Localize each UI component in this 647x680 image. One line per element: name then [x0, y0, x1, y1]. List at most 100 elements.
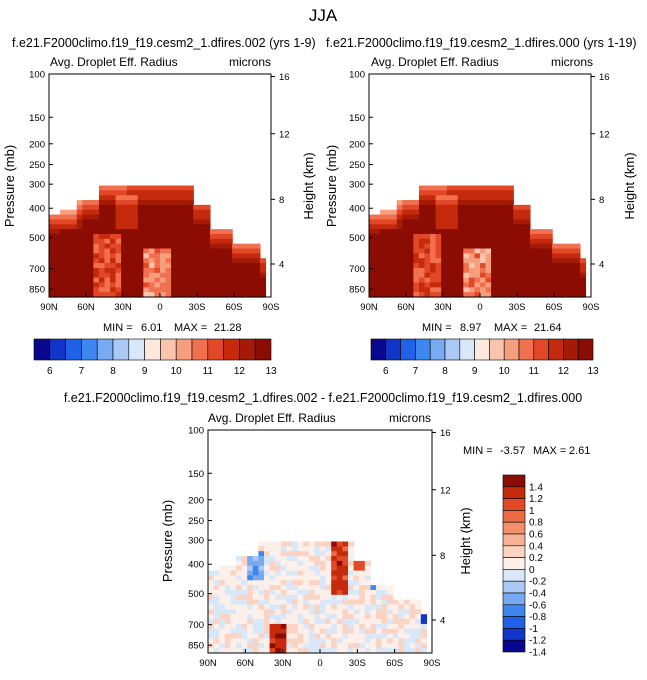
- contour-cell: [98, 229, 106, 235]
- contour-cell: [513, 229, 520, 235]
- contour-cell: [413, 258, 420, 264]
- contour-cell: [546, 282, 553, 288]
- contour-cell: [409, 604, 416, 610]
- contour-cell: [132, 224, 139, 230]
- contour-cell: [226, 248, 233, 254]
- contour-cell: [230, 643, 237, 649]
- contour-cell: [171, 214, 178, 221]
- left-y-axis-label: Pressure (mb): [2, 145, 17, 227]
- colorbar-label: 7: [413, 366, 419, 377]
- contour-cell: [247, 609, 254, 615]
- contour-cell: [541, 267, 548, 274]
- contour-cell: [369, 229, 376, 235]
- contour-cell: [213, 614, 220, 620]
- contour-cell: [104, 277, 111, 284]
- colorbar-swatch: [577, 338, 594, 361]
- contour-cell: [396, 263, 403, 269]
- contour-cell: [104, 204, 111, 211]
- contour-cell: [208, 599, 215, 606]
- contour-cell: [121, 287, 128, 293]
- contour-cell: [198, 292, 205, 298]
- contour-cell: [110, 185, 117, 191]
- contour-cell: [314, 589, 321, 596]
- contour-cell: [76, 277, 83, 284]
- contour-cell: [524, 253, 531, 259]
- contour-cell: [320, 556, 327, 562]
- contour-cell: [121, 277, 128, 284]
- contour-cell: [374, 277, 381, 284]
- contour-cell: [224, 570, 231, 577]
- contour-cell: [215, 238, 222, 245]
- contour-cell: [93, 214, 100, 221]
- contour-cell: [342, 556, 349, 562]
- y2-tick-label: 12: [440, 485, 451, 496]
- contour-cell: [110, 209, 117, 216]
- contour-cell: [275, 648, 282, 654]
- contour-cell: [380, 282, 387, 288]
- contour-cell: [148, 243, 156, 250]
- contour-cell: [187, 292, 194, 298]
- contour-cell: [496, 195, 503, 201]
- contour-cell: [160, 258, 167, 264]
- contour-cell: [391, 214, 398, 221]
- contour-cell: [275, 594, 282, 601]
- contour-cell: [320, 609, 327, 615]
- contour-cell: [402, 209, 409, 216]
- contour-cell: [303, 633, 310, 640]
- contour-cell: [115, 229, 122, 235]
- contour-cell: [308, 648, 315, 654]
- contour-cell: [137, 258, 144, 264]
- left-max-label: MAX =: [174, 322, 207, 334]
- contour-cell: [314, 575, 321, 581]
- contour-cell: [303, 575, 310, 581]
- x-tick-label: 90S: [263, 302, 280, 313]
- contour-cell: [115, 287, 122, 293]
- contour-cell: [241, 623, 248, 630]
- colorbar-label: 6: [383, 366, 389, 377]
- contour-cell: [524, 209, 531, 216]
- contour-cell: [303, 570, 310, 577]
- contour-cell: [535, 287, 542, 293]
- contour-cell: [132, 292, 139, 298]
- contour-cell: [132, 219, 139, 225]
- contour-cell: [213, 599, 220, 606]
- contour-cell: [402, 214, 409, 221]
- contour-cell: [370, 604, 377, 610]
- colorbar-swatch: [502, 474, 526, 488]
- contour-cell: [396, 292, 403, 298]
- contour-cell: [286, 609, 293, 615]
- contour-cell: [463, 238, 470, 245]
- contour-cell: [297, 609, 304, 615]
- contour-cell: [507, 248, 514, 254]
- contour-cell: [297, 575, 304, 581]
- contour-cell: [54, 292, 61, 298]
- contour-cell: [348, 628, 355, 635]
- contour-cell: [468, 263, 476, 269]
- contour-cell: [121, 229, 128, 235]
- contour-cell: [243, 272, 250, 279]
- contour-cell: [468, 195, 476, 201]
- contour-cell: [110, 224, 117, 230]
- contour-cell: [160, 292, 167, 298]
- contour-cell: [524, 243, 531, 250]
- contour-cell: [208, 575, 215, 581]
- contour-cell: [241, 594, 248, 601]
- colorbar-swatch: [502, 533, 526, 547]
- contour-cell: [513, 214, 520, 221]
- contour-cell: [308, 633, 315, 640]
- contour-cell: [404, 643, 411, 649]
- contour-cell: [502, 200, 509, 206]
- contour-cell: [374, 263, 381, 269]
- contour-cell: [275, 619, 282, 625]
- contour-cell: [110, 200, 117, 206]
- contour-cell: [49, 277, 56, 284]
- contour-cell: [568, 258, 575, 264]
- contour-cell: [474, 224, 481, 230]
- contour-cell: [221, 287, 228, 293]
- contour-cell: [331, 570, 338, 577]
- contour-cell: [215, 233, 222, 240]
- contour-cell: [93, 204, 100, 211]
- contour-cell: [115, 195, 122, 201]
- contour-cell: [418, 292, 426, 298]
- contour-cell: [215, 229, 222, 235]
